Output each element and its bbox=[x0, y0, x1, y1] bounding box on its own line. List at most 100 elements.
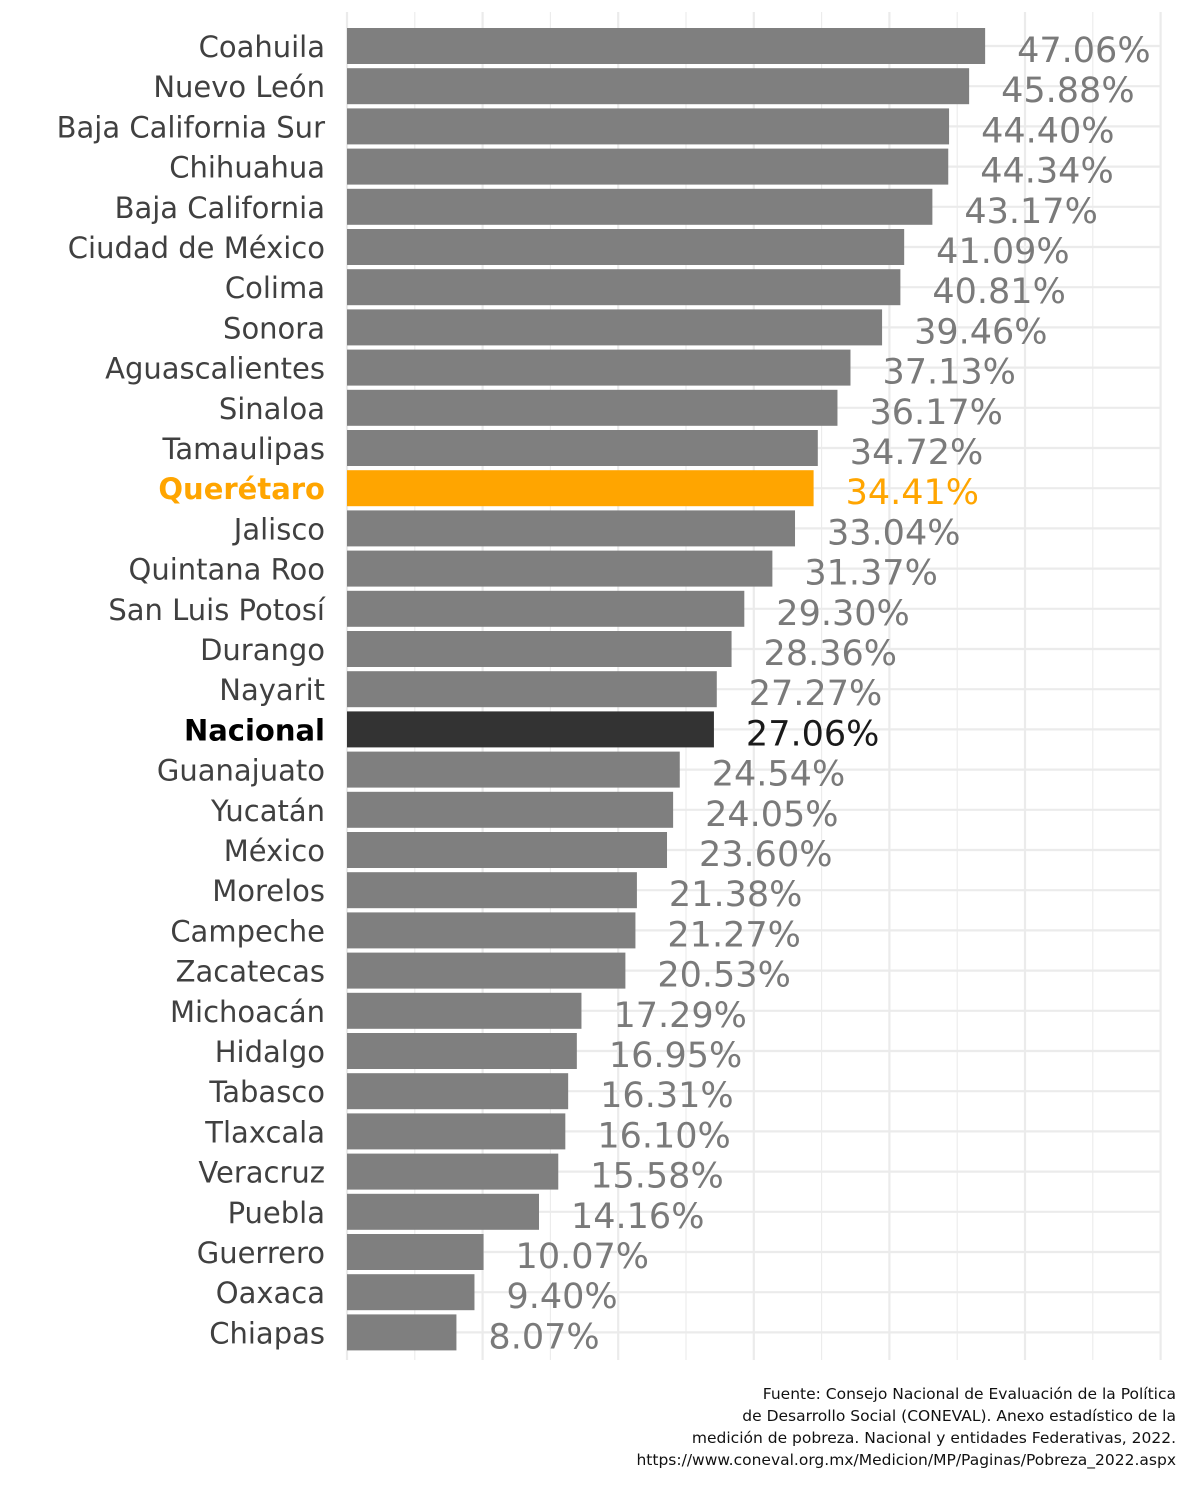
category-label: Colima bbox=[225, 271, 325, 305]
category-label: Nayarit bbox=[219, 673, 325, 707]
value-label: 31.37% bbox=[804, 554, 937, 594]
bar bbox=[347, 1314, 457, 1351]
category-label: Tlaxcala bbox=[204, 1115, 325, 1149]
bar-chart: Coahuila Nuevo León Baja California Sur Chi… bbox=[57, 12, 1162, 1360]
bar bbox=[347, 1113, 566, 1150]
value-label: 21.38% bbox=[669, 875, 802, 915]
category-label: Coahuila bbox=[199, 30, 325, 64]
value-label: 44.34% bbox=[980, 152, 1113, 192]
bar bbox=[347, 912, 636, 949]
source-note: Fuente: Consejo Nacional de Evaluación d… bbox=[456, 1383, 1176, 1471]
bar bbox=[347, 430, 818, 466]
bar bbox=[347, 1274, 475, 1311]
category-label: Guanajuato bbox=[157, 754, 325, 788]
category-label: Oaxaca bbox=[216, 1276, 325, 1310]
source-line: Fuente: Consejo Nacional de Evaluación d… bbox=[762, 1385, 1176, 1403]
bar bbox=[347, 952, 626, 989]
source-line: de Desarrollo Social (CONEVAL). Anexo es… bbox=[742, 1407, 1176, 1425]
bar bbox=[347, 148, 949, 185]
value-label: 33.04% bbox=[827, 513, 960, 553]
bar bbox=[347, 1193, 540, 1230]
category-label: Chihuahua bbox=[169, 151, 325, 185]
value-label: 39.46% bbox=[914, 312, 1047, 352]
bar bbox=[347, 711, 714, 748]
value-label: 45.88% bbox=[1001, 71, 1134, 111]
value-label: 9.40% bbox=[506, 1277, 617, 1317]
bar bbox=[347, 510, 796, 547]
bars bbox=[347, 28, 986, 1351]
value-label: 16.31% bbox=[600, 1076, 733, 1116]
value-label: 34.41% bbox=[846, 473, 979, 513]
bar bbox=[347, 349, 851, 386]
bar bbox=[347, 590, 745, 627]
category-label: Guerrero bbox=[197, 1236, 325, 1270]
category-label: Tabasco bbox=[208, 1075, 325, 1109]
source-line: medición de pobreza. Nacional y entidade… bbox=[691, 1429, 1176, 1447]
bar bbox=[347, 269, 901, 306]
value-label: 14.16% bbox=[571, 1197, 704, 1237]
value-label: 36.17% bbox=[869, 393, 1002, 433]
value-label: 21.27% bbox=[667, 915, 800, 955]
bar bbox=[347, 309, 883, 346]
bar bbox=[347, 992, 582, 1029]
category-label: Ciudad de México bbox=[68, 231, 325, 265]
bar bbox=[347, 550, 773, 587]
value-label: 16.95% bbox=[609, 1036, 742, 1076]
bar bbox=[347, 229, 905, 265]
value-label: 24.54% bbox=[712, 755, 845, 795]
category-label: San Luis Potosí bbox=[108, 593, 326, 627]
category-label: Chiapas bbox=[209, 1316, 325, 1350]
value-label: 8.07% bbox=[488, 1317, 599, 1357]
category-label: Baja California Sur bbox=[57, 110, 325, 144]
category-label: Sonora bbox=[223, 311, 325, 345]
source-url: https://www.coneval.org.mx/Medicion/MP/P… bbox=[636, 1451, 1176, 1469]
value-label: 10.07% bbox=[516, 1237, 649, 1277]
value-label: 27.06% bbox=[746, 714, 879, 754]
bar bbox=[347, 631, 732, 667]
bar bbox=[347, 108, 950, 145]
bar bbox=[347, 832, 668, 868]
value-label: 44.40% bbox=[981, 111, 1114, 151]
category-labels: Coahuila Nuevo León Baja California Sur Chi… bbox=[57, 30, 326, 1350]
value-label: 23.60% bbox=[699, 835, 832, 875]
value-label: 20.53% bbox=[657, 956, 790, 996]
bar bbox=[347, 671, 717, 708]
value-label: 43.17% bbox=[964, 192, 1097, 232]
category-label: Tamaulipas bbox=[162, 432, 326, 466]
bar bbox=[347, 188, 933, 225]
category-label: Aguascalientes bbox=[105, 352, 325, 386]
category-label: Sinaloa bbox=[219, 392, 325, 426]
value-label: 47.06% bbox=[1017, 31, 1150, 71]
value-label: 40.81% bbox=[932, 272, 1065, 312]
value-label: 15.58% bbox=[590, 1157, 723, 1197]
value-label: 34.72% bbox=[850, 433, 983, 473]
bar bbox=[347, 751, 680, 788]
category-label: Nuevo León bbox=[153, 70, 325, 104]
bar bbox=[347, 1234, 484, 1270]
category-label: Yucatán bbox=[210, 794, 325, 828]
value-label: 17.29% bbox=[613, 996, 746, 1036]
category-label: Quintana Roo bbox=[129, 553, 326, 587]
value-label: 24.05% bbox=[705, 795, 838, 835]
category-label: Querétaro bbox=[158, 472, 325, 506]
value-label: 37.13% bbox=[882, 353, 1015, 393]
bar bbox=[347, 470, 814, 507]
bar bbox=[347, 791, 674, 828]
bar bbox=[347, 872, 637, 909]
bar bbox=[347, 68, 970, 105]
category-label: Baja California bbox=[115, 191, 325, 225]
category-label: Veracruz bbox=[198, 1156, 325, 1190]
bar bbox=[347, 1153, 559, 1190]
category-label: Zacatecas bbox=[176, 955, 325, 989]
category-label: Hidalgo bbox=[215, 1035, 325, 1069]
category-label: Durango bbox=[200, 633, 325, 667]
bar bbox=[347, 28, 986, 64]
category-label: Morelos bbox=[212, 874, 325, 908]
category-label: Jalisco bbox=[232, 512, 325, 546]
value-label: 29.30% bbox=[776, 594, 909, 634]
category-label: México bbox=[224, 834, 325, 868]
value-label: 28.36% bbox=[764, 634, 897, 674]
category-label: Michoacán bbox=[170, 995, 325, 1029]
category-label: Puebla bbox=[228, 1196, 325, 1230]
value-label: 41.09% bbox=[936, 232, 1069, 272]
